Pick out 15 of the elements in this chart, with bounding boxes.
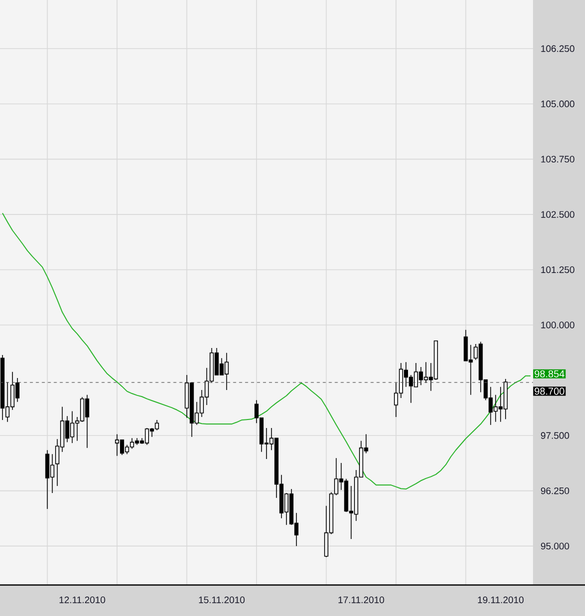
y-tick-label: 106.250 [541, 45, 574, 52]
y-tick-label: 102.500 [541, 211, 574, 218]
x-tick-label: 15.11.2010 [199, 596, 245, 604]
x-tick-label: 12.11.2010 [60, 596, 106, 604]
y-tick-label: 97.500 [540, 432, 570, 439]
y-tick-label: 100.000 [541, 322, 574, 328]
y-tick-label: 105.000 [541, 100, 574, 108]
x-tick-label: 17.11.2010 [338, 596, 384, 604]
x-tick-label: 19.11.2010 [478, 596, 524, 604]
y-tick-label: 101.250 [541, 266, 574, 274]
text: 98.854 [534, 370, 564, 378]
y-tick-label: 96.250 [540, 487, 570, 494]
y-tick-label: 95.000 [540, 542, 570, 550]
ref-line-label: 98.700 [534, 388, 564, 395]
y-tick-label: 103.750 [541, 156, 574, 163]
